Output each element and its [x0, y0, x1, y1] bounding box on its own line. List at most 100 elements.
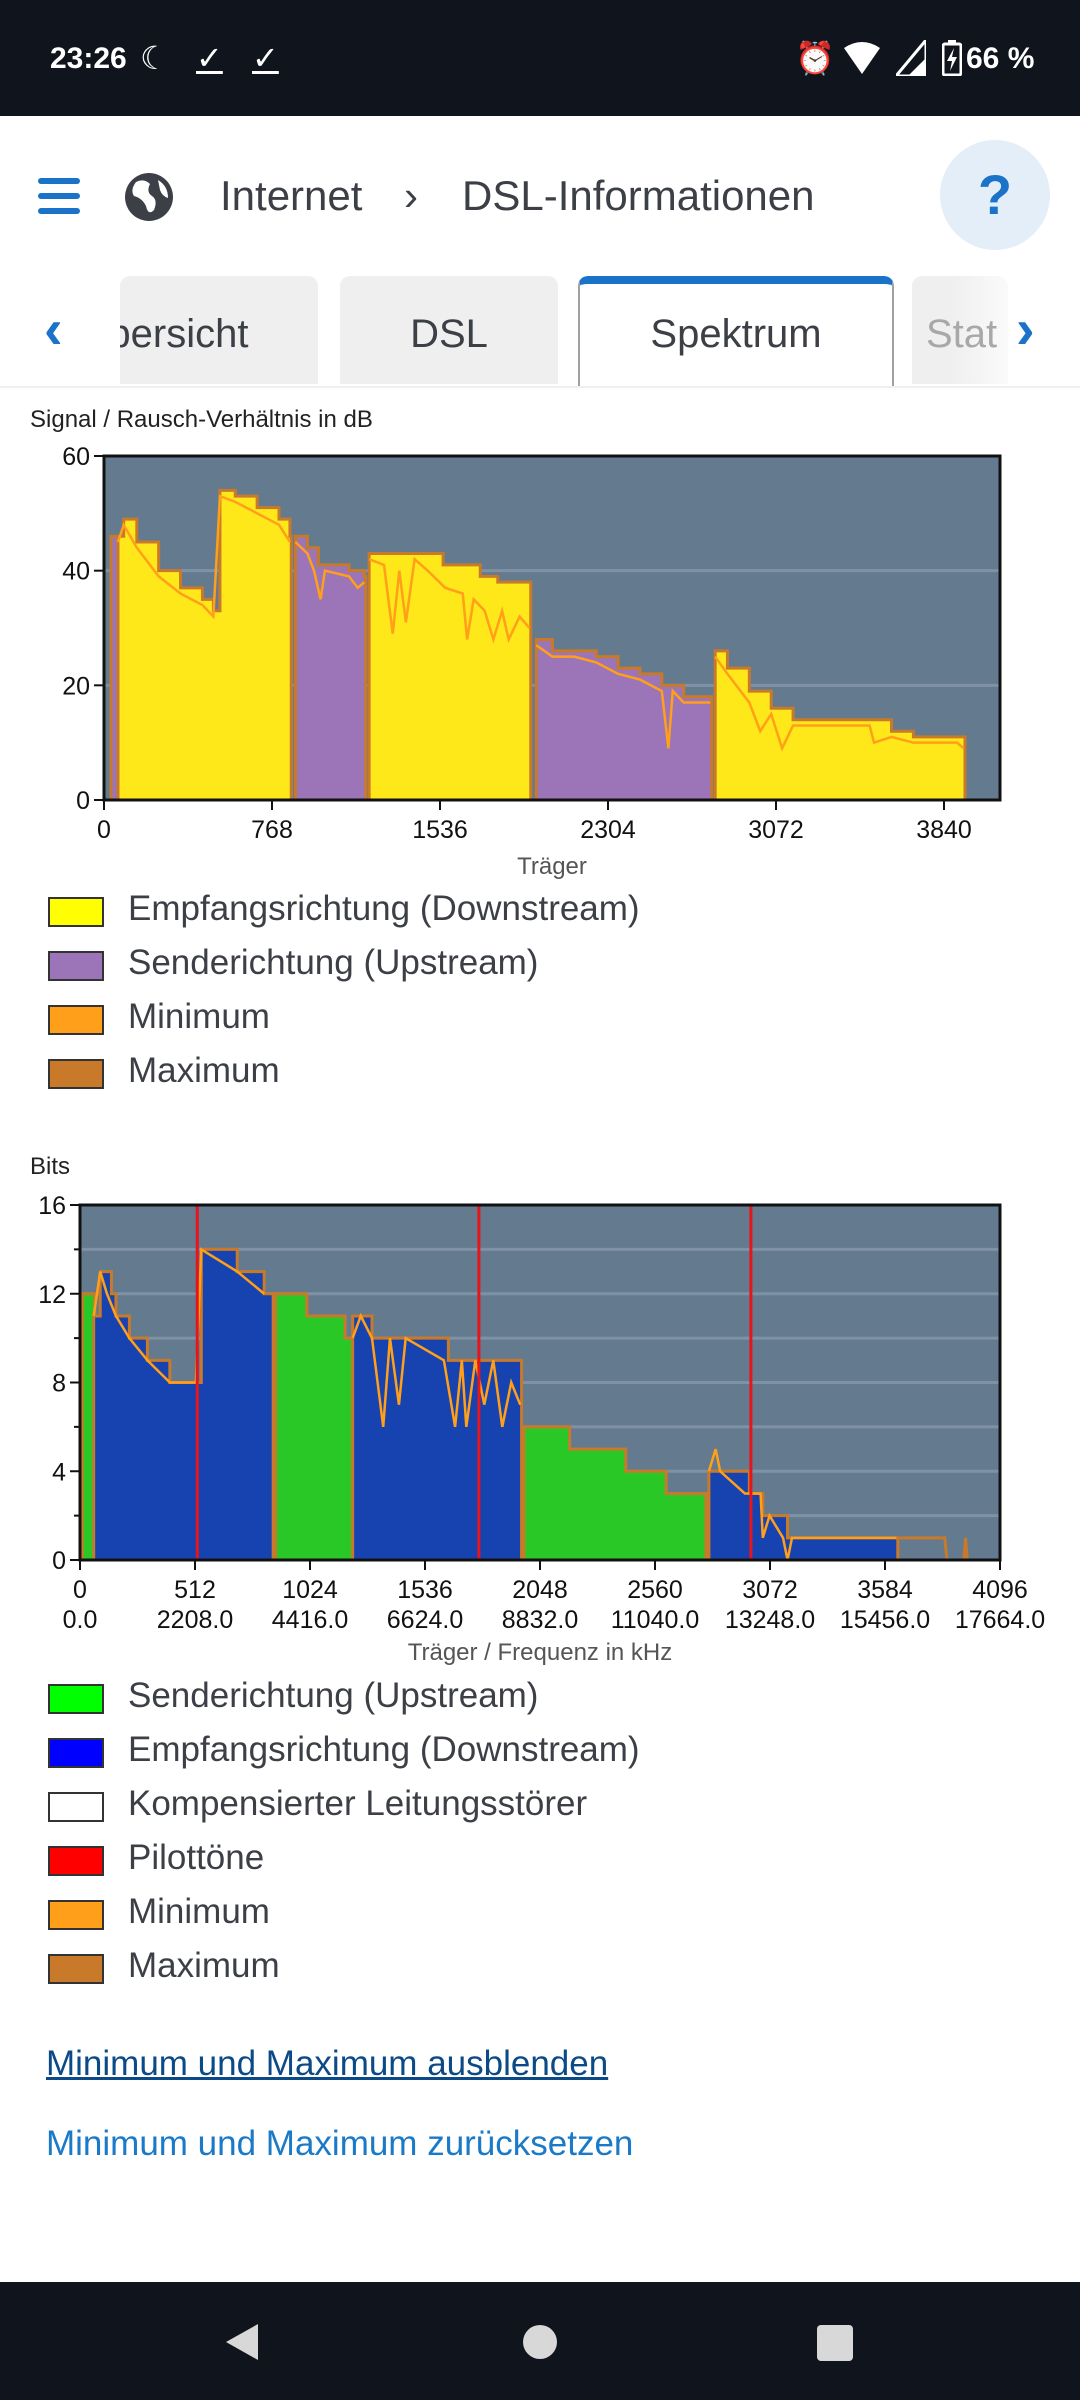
legend-label: Minimum — [128, 1892, 270, 1931]
hamburger-icon[interactable] — [36, 176, 82, 216]
tab-dsl[interactable]: DSL — [340, 276, 558, 384]
x-tick-label: 1024 — [282, 1576, 338, 1604]
snr-chart: 0 20 40 60 0 768 1536 2304 3072 3840 Träger — [62, 443, 1002, 880]
signal-icon — [896, 40, 926, 76]
legend-swatch — [48, 1792, 104, 1822]
minimum-line — [294, 541, 366, 600]
minimum-line — [535, 644, 711, 749]
check-icon: ✓ — [252, 40, 279, 76]
recents-icon[interactable] — [816, 2324, 854, 2362]
navigation-bar — [0, 2282, 1080, 2400]
hide-minmax-link[interactable]: Minimum und Maximum ausblenden — [46, 2044, 609, 2083]
x-tick-label: 1536 — [412, 816, 468, 844]
plot-frame — [102, 454, 1002, 802]
bits-chart: 048121600.05122208.010244416.015366624.0… — [38, 1192, 1045, 1666]
minimum-line — [351, 1312, 522, 1428]
legend-swatch — [48, 1954, 104, 1984]
legend-swatch — [48, 1684, 104, 1714]
alarm-icon: ⏰ — [795, 40, 835, 76]
maximum-line — [367, 551, 533, 800]
upstream-area — [523, 1426, 706, 1560]
tab-label: Übersicht — [120, 312, 249, 356]
x-tick-label: 2048 — [512, 1576, 568, 1604]
minimum-line — [368, 556, 531, 644]
tab-spektrum[interactable]: Spektrum — [578, 276, 894, 386]
night-mode-icon: ☾ — [140, 40, 169, 76]
x-axis-label: Träger / Frequenz in kHz — [408, 1639, 673, 1666]
x-tick-label: 3072 — [748, 816, 804, 844]
x-tick-label-khz: 17664.0 — [955, 1606, 1045, 1634]
breadcrumb-internet[interactable]: Internet — [220, 172, 363, 219]
y-tick-label: 8 — [52, 1370, 66, 1398]
back-icon[interactable] — [222, 2322, 262, 2362]
tab-uebersicht[interactable]: Übersicht — [120, 276, 318, 384]
legend-label: Kompensierter Leitungsstörer — [128, 1784, 588, 1823]
x-tick-label: 768 — [251, 816, 293, 844]
tab-bar: Übersicht DSL Spektrum Stat ‹ › — [0, 276, 1080, 386]
header: Internet › DSL-Informationen ? — [0, 116, 1080, 276]
battery-percent: 66 % — [966, 42, 1035, 75]
x-tick-label-khz: 6624.0 — [387, 1606, 463, 1634]
x-tick-label: 2304 — [580, 816, 636, 844]
minimum-line — [707, 1448, 897, 1561]
legend-label: Senderichtung (Upstream) — [128, 1676, 539, 1715]
wifi-icon — [844, 42, 880, 74]
x-tick-label-khz: 4416.0 — [272, 1606, 348, 1634]
status-time: 23:26 — [50, 42, 127, 75]
breadcrumb-separator-icon: › — [404, 172, 418, 219]
x-tick-label-khz: 0.0 — [63, 1606, 98, 1634]
x-tick-label: 1536 — [397, 1576, 453, 1604]
maximum-line — [293, 534, 368, 800]
tab-label: DSL — [410, 312, 488, 356]
y-tick-label: 0 — [76, 787, 90, 815]
page-title: DSL-Informationen — [462, 172, 815, 219]
x-axis-label: Träger — [517, 853, 587, 880]
x-tick-label-khz: 13248.0 — [725, 1606, 815, 1634]
legend-label: Empfangsrichtung (Downstream) — [128, 889, 640, 928]
home-icon[interactable] — [520, 2322, 560, 2362]
tab-stat[interactable]: Stat — [912, 276, 1008, 384]
legend-swatch — [48, 1005, 104, 1035]
legend-label: Maximum — [128, 1051, 280, 1090]
status-bar: 23:26 ☾ ✓ ✓ ⏰ 66 % — [0, 0, 1080, 116]
help-button[interactable]: ? — [940, 140, 1050, 250]
legend-swatch — [48, 1738, 104, 1768]
legend-label: Minimum — [128, 997, 270, 1036]
legend-swatch — [48, 1900, 104, 1930]
y-tick-label: 0 — [52, 1547, 66, 1575]
maximum-line — [351, 1314, 524, 1560]
bits-chart-ylabel: Bits — [30, 1153, 71, 1180]
tab-scroll-right-icon[interactable]: › — [1016, 297, 1035, 360]
reset-minmax-link[interactable]: Minimum und Maximum zurücksetzen — [46, 2124, 634, 2163]
upstream-area — [536, 639, 712, 800]
y-tick-label: 4 — [52, 1458, 66, 1486]
y-tick-label: 60 — [62, 443, 90, 471]
y-tick-label: 12 — [38, 1281, 66, 1309]
upstream-area — [275, 1293, 353, 1560]
globe-icon — [125, 173, 173, 221]
legend-label: Pilottöne — [128, 1838, 265, 1877]
x-tick-label: 0 — [73, 1576, 87, 1604]
tab-scroll-left-icon[interactable]: ‹ — [44, 297, 63, 360]
x-tick-label: 4096 — [972, 1576, 1028, 1604]
downstream-area — [118, 490, 292, 800]
minimum-line — [92, 1247, 265, 1384]
minimum-line — [116, 494, 291, 620]
maximum-line — [534, 637, 714, 800]
upstream-area — [82, 1293, 95, 1560]
legend-swatch — [48, 951, 104, 981]
tab-divider — [0, 386, 1080, 388]
tab-label: Stat — [926, 312, 998, 356]
x-tick-label-khz: 15456.0 — [840, 1606, 930, 1634]
x-tick-label-khz: 8832.0 — [502, 1606, 578, 1634]
x-tick-label: 0 — [97, 816, 111, 844]
x-tick-label-khz: 11040.0 — [611, 1606, 700, 1634]
legend-label: Maximum — [128, 1946, 280, 1985]
check-icon: ✓ — [196, 40, 223, 76]
y-tick-label: 40 — [62, 558, 90, 586]
x-tick-label-khz: 2208.0 — [157, 1606, 233, 1634]
legend-label: Empfangsrichtung (Downstream) — [128, 1730, 640, 1769]
x-tick-label: 3072 — [742, 1576, 798, 1604]
upstream-area — [295, 536, 366, 800]
legend-swatch — [48, 897, 104, 927]
